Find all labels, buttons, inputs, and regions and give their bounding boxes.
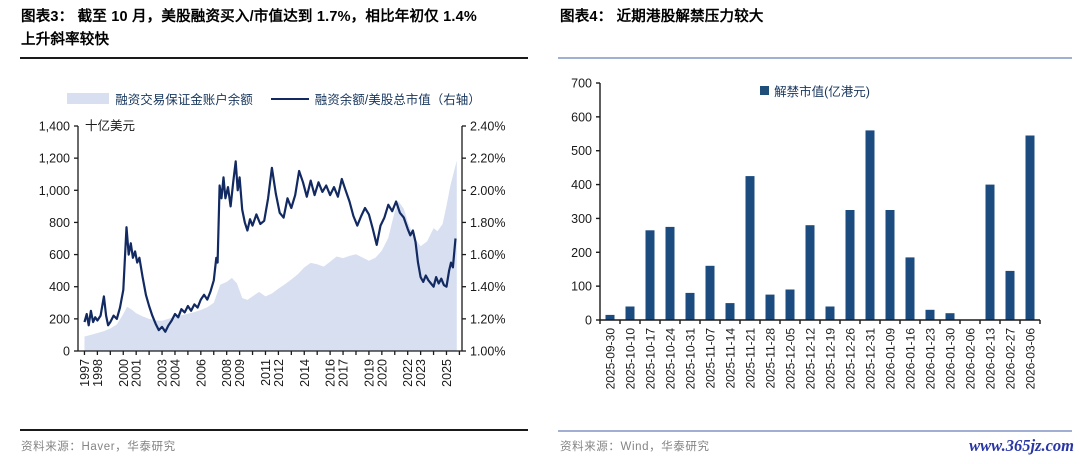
figure4-bottom-rule [558,430,1072,432]
svg-text:2012: 2012 [272,359,286,387]
svg-text:2025-11-28: 2025-11-28 [764,328,778,389]
watermark-link[interactable]: www.365jz.com [969,436,1074,455]
svg-text:2026-01-30: 2026-01-30 [944,328,958,390]
svg-text:2016: 2016 [324,359,338,387]
svg-text:2025-11-07: 2025-11-07 [704,328,718,389]
unlock-value-bar-chart: 0 100 200 300 400 500 600 700 2025-09-30 2025-10-… [571,77,1041,390]
svg-text:2.00%: 2.00% [470,184,505,198]
svg-text:2004: 2004 [169,359,183,387]
svg-text:2.40%: 2.40% [470,120,505,134]
figure3-legend-item-area: 融资交易保证金账户余额 [67,89,253,108]
svg-text:0: 0 [63,345,70,359]
svg-text:2026-01-23: 2026-01-23 [924,328,938,390]
svg-text:2026-03-06: 2026-03-06 [1024,328,1038,390]
figure3-source: 资料来源：Haver，华泰研究 [21,441,176,453]
svg-text:400: 400 [49,280,70,294]
svg-text:200: 200 [571,246,592,260]
svg-text:2001: 2001 [130,359,144,387]
svg-text:2025-12-19: 2025-12-19 [824,328,838,390]
svg-text:500: 500 [571,144,592,158]
figure4-legend-label: 解禁市值(亿港元) [774,85,870,99]
svg-text:600: 600 [49,248,70,262]
svg-text:700: 700 [571,77,592,91]
svg-text:2025-10-17: 2025-10-17 [644,328,658,390]
figure3-legend-line-label: 融资余额/美股总市值（右轴） [314,93,481,107]
figure4-title: 图表4： 近期港股解禁压力较大 [560,9,764,25]
bar-swatch-icon [760,86,770,95]
margin-balance-combo-chart: 0 200 400 600 800 1,000 1,200 1,400 十亿美元 1.00% 1.2… [39,118,506,387]
svg-text:100: 100 [571,280,592,294]
svg-text:0: 0 [585,314,592,328]
figure3-title-line1: 图表3： 截至 10 月，美股融资买入/市值达到 1.7%，相比年初仅 1.4% [21,9,477,25]
svg-text:600: 600 [571,110,592,124]
figure3-title-line2: 上升斜率较快 [21,32,110,49]
svg-text:1998: 1998 [91,359,105,387]
figure4-legend-item: 解禁市值(亿港元) [760,81,870,100]
svg-text:2011: 2011 [259,359,273,386]
area-swatch-icon [67,93,110,104]
svg-text:2025-11-21: 2025-11-21 [744,328,758,389]
svg-text:1.00%: 1.00% [470,345,505,359]
svg-text:2022: 2022 [401,359,415,387]
figure3-bottom-rule [20,429,528,431]
svg-text:1997: 1997 [78,359,92,387]
svg-text:1,200: 1,200 [39,152,70,166]
svg-text:2025-12-05: 2025-12-05 [784,328,798,390]
svg-text:300: 300 [571,212,592,226]
svg-text:2009: 2009 [233,359,247,387]
figure3-legend: 融资交易保证金账户余额 融资余额/美股总市值（右轴） [20,89,528,108]
svg-text:2.20%: 2.20% [470,152,505,166]
svg-text:1,000: 1,000 [39,184,70,198]
svg-text:2003: 2003 [156,359,170,387]
svg-text:2026-02-27: 2026-02-27 [1004,328,1018,390]
figure4-legend: 解禁市值(亿港元) [558,81,1072,100]
svg-text:2025-10-10: 2025-10-10 [624,328,638,390]
svg-text:1.40%: 1.40% [470,280,505,294]
figure3-title: 图表3： 截至 10 月，美股融资买入/市值达到 1.7%，相比年初仅 1.4%… [21,6,529,52]
figure4-source: 资料来源：Wind，华泰研究 [560,441,710,453]
svg-text:2026-01-09: 2026-01-09 [884,328,898,390]
svg-text:400: 400 [571,178,592,192]
svg-text:2020: 2020 [375,359,389,387]
svg-text:2025-12-12: 2025-12-12 [804,328,818,390]
figure4-title-rule [558,57,1072,59]
svg-text:2023: 2023 [414,359,428,387]
svg-text:2025-09-30: 2025-09-30 [604,328,618,390]
svg-text:2026-02-13: 2026-02-13 [984,328,998,390]
svg-text:2026-01-16: 2026-01-16 [904,328,918,390]
svg-text:2006: 2006 [194,359,208,387]
svg-text:200: 200 [49,312,70,326]
svg-text:2025: 2025 [440,359,454,387]
svg-text:1,400: 1,400 [39,120,70,134]
svg-text:2008: 2008 [220,359,234,387]
svg-text:十亿美元: 十亿美元 [85,118,135,133]
svg-text:2014: 2014 [298,359,312,387]
line-swatch-icon [270,97,309,100]
svg-text:2025-12-31: 2025-12-31 [864,328,878,390]
figure3-legend-area-label: 融资交易保证金账户余额 [115,93,253,107]
svg-text:1.80%: 1.80% [470,216,505,230]
svg-text:2025-12-26: 2025-12-26 [844,328,858,390]
svg-text:800: 800 [49,216,70,230]
figure3-legend-item-line: 融资余额/美股总市值（右轴） [270,89,481,108]
svg-text:1.20%: 1.20% [470,312,505,326]
figure3-title-rule [20,57,528,59]
svg-text:2019: 2019 [362,359,376,387]
svg-text:2025-10-31: 2025-10-31 [684,328,698,390]
svg-text:2025-10-24: 2025-10-24 [664,328,678,390]
svg-text:2017: 2017 [337,359,351,387]
svg-text:2025-11-14: 2025-11-14 [724,328,738,389]
svg-text:2026-02-06: 2026-02-06 [964,328,978,390]
svg-text:1.60%: 1.60% [470,248,505,262]
svg-text:2000: 2000 [117,359,131,387]
